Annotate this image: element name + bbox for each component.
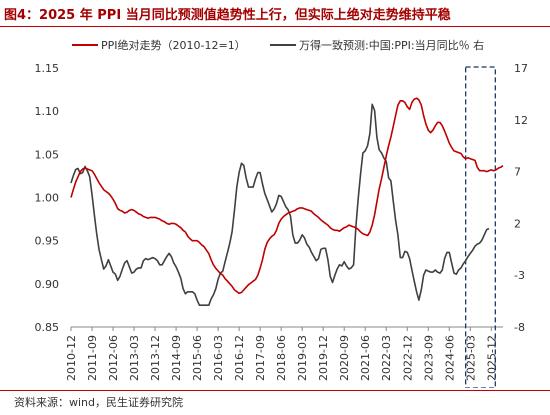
x-tick-label: 2012-06 [107, 335, 120, 381]
y-right-tick-label: 12 [514, 114, 528, 127]
x-tick-label: 2025-03 [464, 335, 477, 381]
forecast-window-box [464, 66, 496, 388]
y-left-tick-label: 1.05 [35, 148, 60, 161]
y-left-tick-label: 1.00 [35, 192, 60, 205]
x-tick-label: 2018-06 [275, 335, 288, 381]
legend-label-forecast: 万得一致预测:中国:PPI:当月同比％ 右 [299, 38, 484, 52]
y-right-tick-label: -8 [514, 321, 525, 334]
x-tick-label: 2017-09 [254, 335, 267, 381]
x-tick-label: 2016-03 [212, 335, 225, 381]
series-line-ppi-index [70, 97, 504, 295]
x-tick-label: 2015-06 [191, 335, 204, 381]
x-tick-label: 2010-12 [65, 335, 78, 381]
chart: PPI绝对走势（2010-12=1） 万得一致预测:中国:PPI:当月同比％ 右… [35, 38, 529, 388]
y-left-tick-label: 1.15 [35, 62, 60, 75]
forecast-highlight-box [464, 66, 496, 388]
x-tick-label: 2024-06 [443, 335, 456, 381]
x-tick-label: 2021-06 [359, 335, 372, 381]
legend-label-ppi-index: PPI绝对走势（2010-12=1） [101, 38, 246, 52]
x-tick-label: 2022-12 [401, 335, 414, 381]
x-tick-label: 2019-12 [317, 335, 330, 381]
x-tick-label: 2013-12 [149, 335, 162, 381]
x-tick-label: 2019-03 [296, 335, 309, 381]
x-tick-label: 2020-09 [338, 335, 351, 381]
legend: PPI绝对走势（2010-12=1） 万得一致预测:中国:PPI:当月同比％ 右 [72, 38, 484, 52]
y-right-tick-label: 17 [514, 62, 528, 75]
x-tick-label: 2016-12 [233, 335, 246, 381]
title-bar: 图4：2025 年 PPI 当月同比预测值趋势性上行，但实际上绝对走势维持平稳 [0, 0, 550, 27]
y-left-tick-label: 0.90 [35, 278, 60, 291]
series-line-forecast [70, 103, 490, 307]
x-tick-label: 2025-12 [485, 335, 498, 381]
y-right-tick-label: -3 [514, 269, 525, 282]
source-note: 资料来源：wind，民生证券研究院 [14, 396, 184, 409]
y-left-tick-label: 0.95 [35, 235, 60, 248]
x-tick-label: 2014-09 [170, 335, 183, 381]
axes: 0.85 0.90 0.95 1.00 1.05 1.10 1.15 -8 -3 2 7 12 17 20… [35, 62, 529, 381]
x-tick-label: 2022-03 [380, 335, 393, 381]
y-left-tick-label: 0.85 [35, 321, 60, 334]
chart-title: 图4：2025 年 PPI 当月同比预测值趋势性上行，但实际上绝对走势维持平稳 [4, 8, 451, 23]
x-tick-label: 2013-03 [128, 335, 141, 381]
y-left-tick-label: 1.10 [35, 105, 60, 118]
x-tick-label: 2011-09 [86, 335, 99, 381]
y-right-tick-label: 7 [514, 166, 521, 179]
source-divider [0, 390, 550, 391]
y-right-tick-label: 2 [514, 217, 521, 230]
series-lines [70, 97, 504, 307]
x-tick-label: 2023-09 [422, 335, 435, 381]
